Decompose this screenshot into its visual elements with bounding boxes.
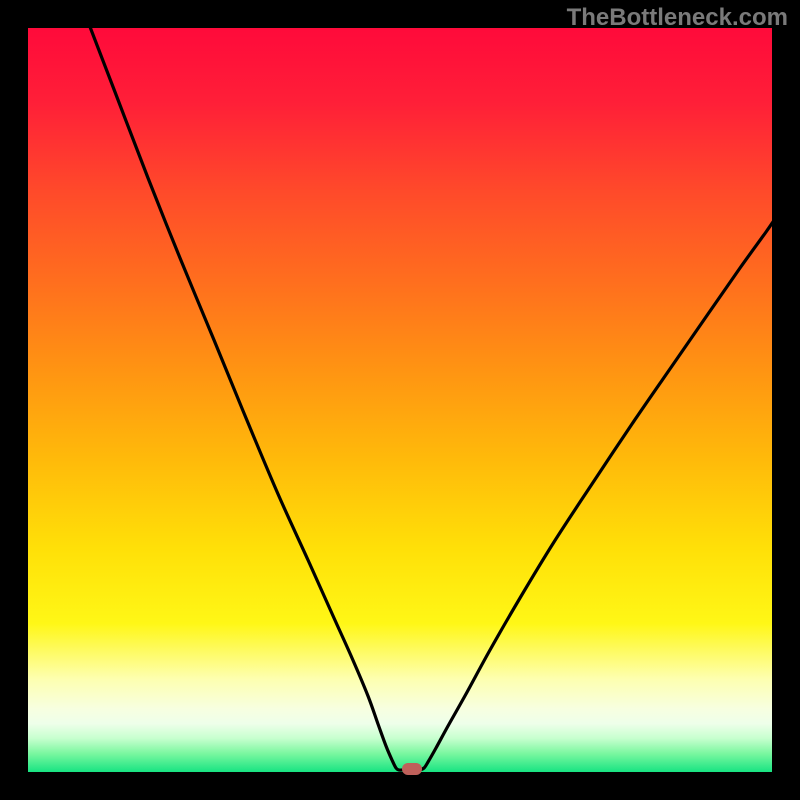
chart-root: TheBottleneck.com — [0, 0, 800, 800]
v-curve — [82, 6, 794, 770]
curve-layer — [0, 0, 800, 800]
watermark-text: TheBottleneck.com — [567, 4, 788, 32]
minimum-marker — [402, 763, 422, 775]
